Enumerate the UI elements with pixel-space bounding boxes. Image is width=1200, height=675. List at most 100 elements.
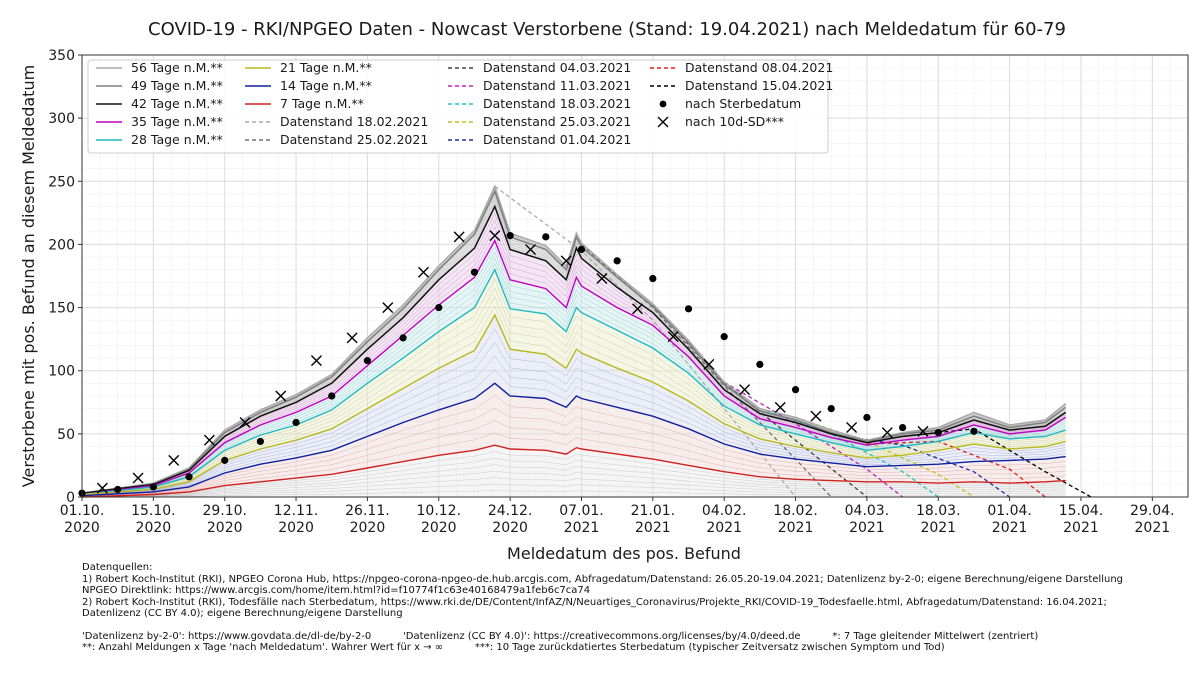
y-tick-label: 150 [48,301,75,317]
legend-label: 56 Tage n.M.** [131,60,223,75]
legend: 56 Tage n.M.** 49 Tage n.M.** 42 Tage n.M.… [87,59,833,154]
sd10-point [917,425,929,437]
x-tick-label: 2021 [1063,520,1099,536]
sd10-point [132,472,144,484]
faint-line [81,490,1066,498]
sterbedatum-point [114,485,122,494]
faint-line [81,451,1066,498]
sterbedatum-point [328,392,336,400]
x-tick-label: 2020 [421,520,457,536]
x-tick-label: 21.01. [631,503,676,519]
chart-title: COVID-19 - RKI/NPGEO Daten - Nowcast Ver… [148,19,1066,40]
sd10-point [489,230,501,242]
x-tick-label: 18.02. [773,503,818,519]
x-tick-label: 04.02. [702,503,747,519]
x-tick-label: 2021 [564,520,600,536]
faint-line [81,287,1066,495]
datenstand-line [759,407,939,498]
footnote-line: 1) Robert Koch-Institut (RKI), NPGEO Cor… [82,573,1124,585]
x-tick-label: 15.04. [1059,503,1104,519]
sd10-point [382,302,394,314]
legend-label: Datenstand 08.04.2021 [685,60,833,75]
faint-line [81,196,1066,494]
sd10-point [703,358,715,370]
faint-line [81,296,1066,495]
y-tick-label: 0 [66,490,75,506]
sterbedatum-point [399,334,407,342]
series-line [81,313,1066,496]
legend-label: Datenstand 25.03.2021 [483,114,631,129]
sterbedatum-point [221,456,229,464]
series-line [81,189,1067,494]
legend-label: Datenstand 04.03.2021 [483,60,631,75]
footnote-sources-heading: Datenquellen: [82,562,153,573]
x-tick-label: 2020 [350,520,386,536]
sd10-point [739,384,751,396]
faint-line [81,395,1066,497]
sd10-point [632,303,644,315]
x-tick-label: 15.10. [131,503,176,519]
x-tick-label: 01.10. [60,503,105,519]
sterbedatum-point [363,357,372,365]
sterbedatum-point [970,427,978,435]
footnote-line: 2) Robert Koch-Institut (RKI), Todesfäll… [82,596,1107,608]
y-tick-label: 250 [48,174,75,190]
legend-label: nach Sterbedatum [685,96,801,111]
series-line [81,184,1067,494]
x-tick-label: 04.03. [845,503,890,519]
x-tick-label: 2021 [849,520,885,536]
sterbedatum-point [756,360,764,368]
y-tick-label: 350 [48,48,75,64]
sd10-point [525,243,537,255]
faint-line [81,199,1066,494]
faint-line [81,477,1066,498]
x-tick-label: 2020 [64,520,100,536]
sterbedatum-point [470,268,479,276]
faint-line [81,233,1066,495]
series-lines [81,184,1067,498]
sd10-point [239,416,251,428]
faint-line [81,278,1066,495]
legend-label: 14 Tage n.M.** [280,78,372,93]
sterbedatum-point [649,274,657,283]
sd10-point [417,266,429,278]
y-axis: 0 50 100 150 200 250 300 350 [48,48,82,506]
legend-label: nach 10d-SD*** [685,114,784,129]
sterbedatum-point [613,257,621,265]
sd10-point [453,231,465,243]
faint-line [81,464,1066,498]
sd10-point [596,273,608,285]
y-axis-label: Verstorbene mit pos. Befund an diesem Me… [19,65,38,487]
faint-line [81,369,1066,496]
series-line [81,238,1067,496]
sd10-point [810,410,822,422]
sterbedatum-point [577,245,586,254]
sterbedatum-point [827,405,835,413]
x-tick-label: 01.04. [987,503,1032,519]
sd10-point [275,390,287,402]
x-tick-label: 07.01. [559,503,604,519]
plot-frame [81,54,1189,498]
footnote-line: 'Datenlizenz by-2-0': https://www.govdat… [82,630,1039,642]
sterbedatum-point [791,386,800,394]
x-axis-label: Meldedatum des pos. Befund [507,544,741,563]
legend-label: Datenstand 15.04.2021 [685,78,833,93]
series-line [81,204,1067,494]
series-line [81,444,1066,498]
datenstand-line [652,304,868,498]
legend-label: 42 Tage n.M.** [131,96,223,111]
legend-label: Datenstand 25.02.2021 [280,132,428,147]
y-tick-label: 300 [48,111,75,127]
sterbedatum-point [898,423,907,432]
x-tick-label: 2021 [635,520,671,536]
sterbedatum-point [863,413,871,422]
faint-line [81,483,1066,498]
sterbedatum-point [542,233,550,241]
legend-label: Datenstand 01.04.2021 [483,132,631,147]
sterbedatum-point [506,231,514,240]
sd10-point [203,434,215,446]
sd10-point [667,331,679,343]
x-tick-label: 2020 [492,520,528,536]
sterbedatum-point [720,333,728,341]
sterbedatum-point [149,483,157,491]
